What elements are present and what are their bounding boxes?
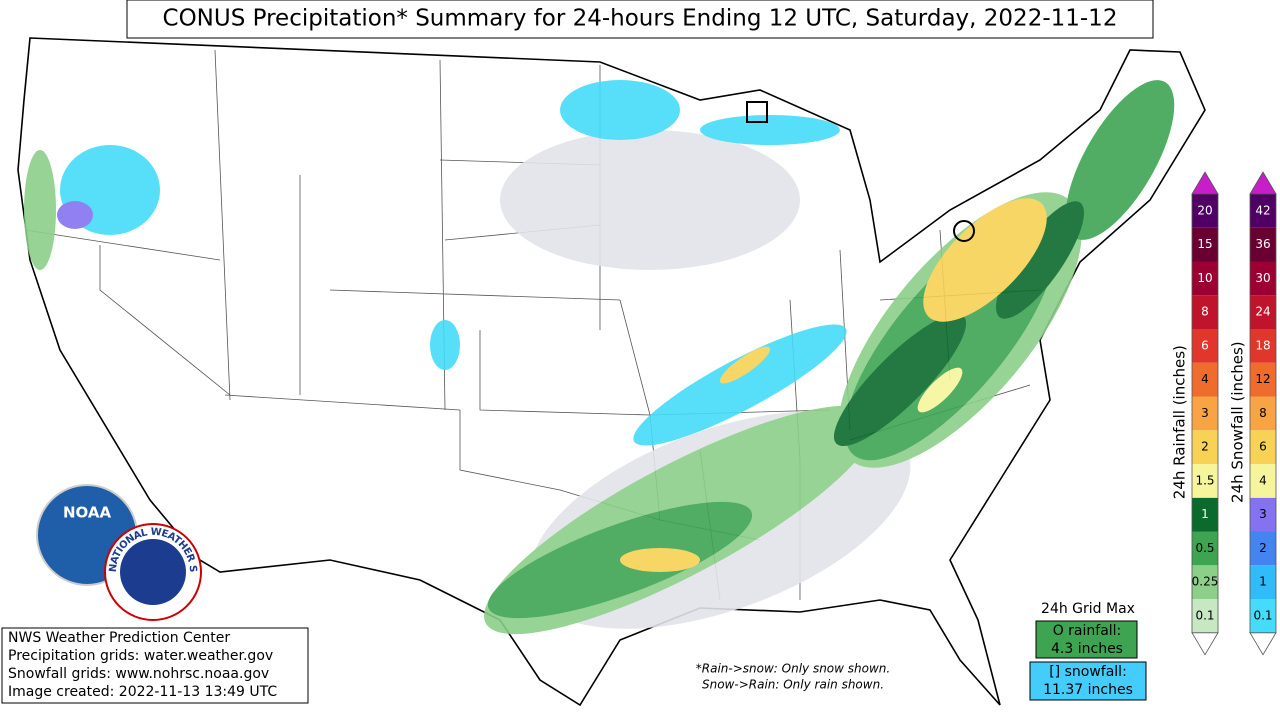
legend-label: 2 — [1201, 440, 1209, 454]
legend-swatch — [1250, 497, 1276, 532]
legend-swatch — [1192, 565, 1218, 599]
legend-swatch — [1250, 396, 1276, 431]
legend-title: 24h Snowfall (inches) — [1229, 341, 1247, 503]
legend-label: 0.25 — [1192, 575, 1219, 589]
snow-max-value: 11.37 inches — [1043, 682, 1133, 698]
trace-area — [500, 130, 800, 270]
legend-swatch — [1250, 531, 1276, 566]
legend-label: 20 — [1197, 203, 1212, 217]
credit-line: Snowfall grids: www.nohrsc.noaa.gov — [8, 666, 269, 682]
snow-light — [560, 80, 680, 140]
noaa-text: NOAA — [63, 504, 112, 522]
notes: *Rain->snow: Only snow shown. Snow->Rain:… — [696, 662, 890, 692]
legend-swatch — [1192, 497, 1218, 532]
legend-label: 24 — [1255, 305, 1270, 319]
legend-swatch — [1250, 599, 1276, 633]
snow-medium — [57, 201, 93, 229]
legend-swatch — [1192, 599, 1218, 633]
precip-layer — [24, 80, 1175, 635]
note-line: *Rain->snow: Only snow shown. — [696, 662, 890, 676]
legend-swatch — [1192, 396, 1218, 431]
credits: NWS Weather Prediction Center Precipitati… — [8, 630, 277, 700]
legend-label: 1 — [1201, 507, 1209, 521]
credit-line: NWS Weather Prediction Center — [8, 630, 230, 646]
rain-medium — [1065, 80, 1175, 240]
legend-label: 0.5 — [1195, 541, 1214, 555]
title-box — [126, 0, 1154, 39]
legend-swatch — [1192, 295, 1218, 329]
snow-light — [633, 324, 847, 446]
legend-swatch — [1250, 295, 1276, 329]
rain-heavy — [833, 313, 967, 447]
snow-medium — [720, 346, 770, 384]
title: CONUS Precipitation* Summary for 24-hour… — [163, 6, 1118, 32]
legend-label: 12 — [1255, 372, 1270, 386]
max-snow-marker — [746, 101, 768, 123]
legend-label: 15 — [1197, 237, 1212, 251]
snow-light — [430, 320, 460, 370]
legend-swatch — [1250, 464, 1276, 498]
note-line: Snow->Rain: Only rain shown. — [702, 678, 884, 692]
credits-box — [1, 627, 309, 704]
legend-swatch — [1192, 531, 1218, 566]
rain-light — [24, 150, 56, 270]
legend-label: 8 — [1201, 305, 1209, 319]
legend-label: 30 — [1255, 271, 1270, 285]
legend-label: 8 — [1259, 406, 1267, 420]
grid-max-title: 24h Grid Max — [1041, 601, 1135, 617]
snow-max-box — [1029, 661, 1147, 701]
legend-label: 10 — [1197, 271, 1212, 285]
legend-swatch — [1192, 194, 1218, 228]
legend-label: 36 — [1255, 237, 1270, 251]
rain-max-value: 4.3 inches — [1051, 641, 1123, 657]
legend-swatch — [1250, 261, 1276, 296]
legend-swatch — [1250, 194, 1276, 228]
legend-label: 0.1 — [1253, 608, 1272, 622]
rain-max-label: O rainfall: — [1053, 623, 1122, 639]
legend-label: 3 — [1201, 406, 1209, 420]
map-layer — [17, 37, 1206, 707]
legend-swatch — [1250, 430, 1276, 464]
snow-max-label: [] snowfall: — [1049, 664, 1127, 680]
legend-swatch — [1250, 362, 1276, 397]
legend-swatch — [1192, 227, 1218, 262]
legend-label: 4 — [1259, 473, 1267, 487]
legend-swatch — [1192, 261, 1218, 296]
legend-swatch — [1250, 227, 1276, 262]
legend-label: 1 — [1259, 575, 1267, 589]
legend-label: 3 — [1259, 507, 1267, 521]
rain-max-box — [1035, 620, 1138, 659]
legend-frame — [1191, 193, 1219, 634]
us-outline — [17, 37, 1206, 707]
rain-yellow — [917, 367, 963, 413]
nws-logo-inner — [120, 539, 186, 605]
legend-swatch — [1192, 362, 1218, 397]
rain-yellow — [923, 198, 1047, 322]
legend-label: 2 — [1259, 541, 1267, 555]
legend-swatch — [1250, 329, 1276, 363]
legend-label: 18 — [1255, 338, 1270, 352]
legend-label: 0.1 — [1195, 608, 1214, 622]
legend-swatch — [1250, 565, 1276, 599]
rain-heavy — [995, 201, 1085, 319]
legend-frame — [1249, 193, 1277, 634]
legend-label: 42 — [1255, 203, 1270, 217]
legend-swatch — [1192, 430, 1218, 464]
legend-label: 1.5 — [1195, 473, 1214, 487]
legends: 0.1 0.25 0.5 1 1.5 2 3 4 6 8 10 15 20 24h Rainfall (i… — [1171, 171, 1277, 656]
legend-swatch — [1192, 329, 1218, 363]
legend-label: 6 — [1259, 440, 1267, 454]
snow-light — [700, 115, 840, 145]
max-rain-marker — [953, 220, 975, 242]
legend-title: 24h Rainfall (inches) — [1171, 345, 1189, 499]
rain-yellow — [620, 548, 700, 572]
credit-line: Precipitation grids: water.weather.gov — [8, 648, 273, 664]
legend-label: 4 — [1201, 372, 1209, 386]
credit-line: Image created: 2022-11-13 13:49 UTC — [8, 684, 277, 700]
legend-swatch — [1192, 464, 1218, 498]
legend-label: 6 — [1201, 338, 1209, 352]
